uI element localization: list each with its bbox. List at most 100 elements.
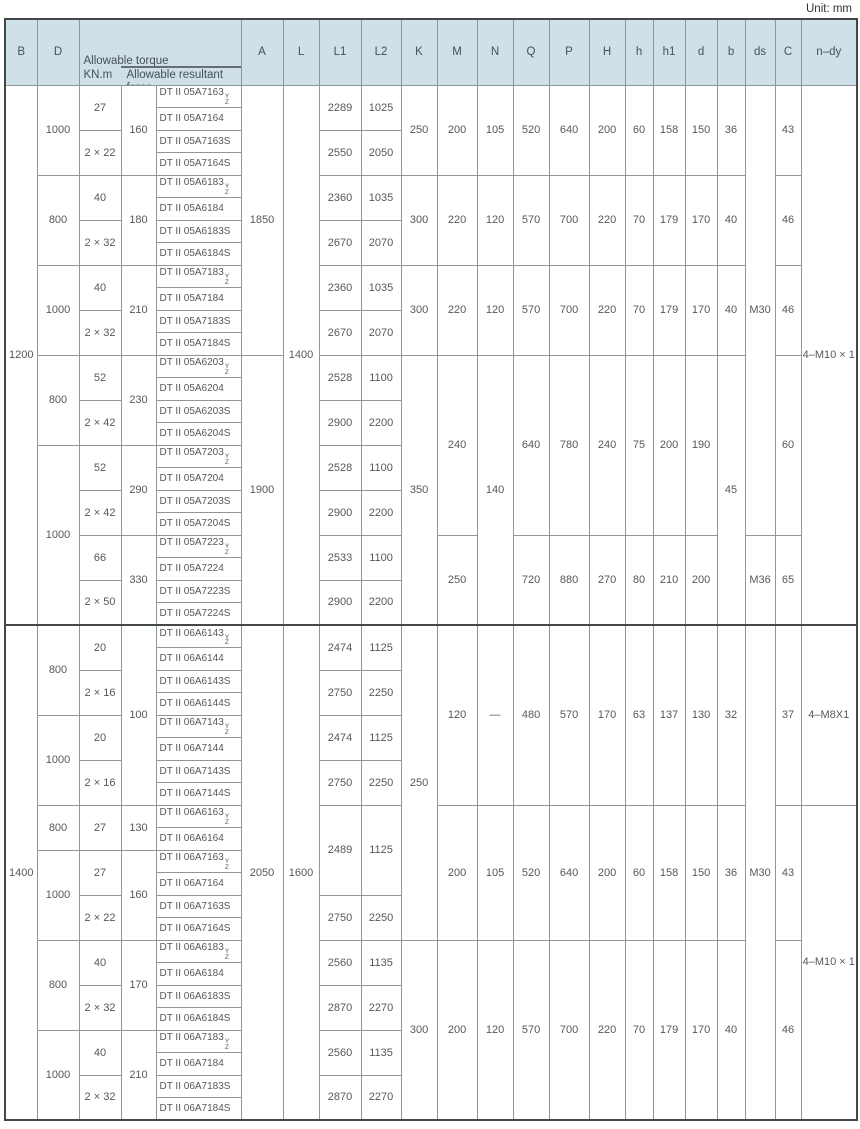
cell-ndy: 4–M8X1 (800, 624, 858, 806)
cell-TQ: 2 × 16 (78, 759, 122, 806)
cell-L1: 2560 (318, 1029, 362, 1076)
drawing-no-cell: DT II 05A7203 Y Z (155, 444, 242, 468)
cell-L1: 2289 (318, 84, 362, 131)
col-header-A: A (240, 18, 284, 86)
cell-TQ: 40 (78, 174, 122, 221)
table-row: 2 × 16 DT II 06A6143S 2750 2250 (5, 669, 857, 716)
cell-TQ: 2 × 16 (78, 669, 122, 716)
cell-C: 43 (774, 84, 802, 176)
cell-C: 43 (774, 804, 802, 941)
drawing-no-cell: DT II 06A7184 (155, 1052, 242, 1076)
cell-L1: 2670 (318, 309, 362, 356)
drawing-no-cell: DT II 06A6144 (155, 647, 242, 671)
cell-TQ: 2 × 32 (78, 219, 122, 266)
cell-L2: 1135 (360, 1029, 402, 1076)
cell-F: 130 (120, 804, 157, 851)
cell-b: 36 (716, 84, 746, 176)
drawing-no-cell: DT II 06A6164 (155, 827, 242, 851)
cell-F: 160 (120, 84, 157, 176)
cell-d: 170 (684, 174, 718, 266)
cell-F: 160 (120, 849, 157, 941)
cell-L2: 2200 (360, 579, 402, 626)
cell-d: 150 (684, 804, 718, 941)
drawing-no-cell: DT II 06A6184S (155, 1007, 242, 1031)
cell-d: 170 (684, 264, 718, 356)
cell-D: 1000 (36, 84, 80, 176)
cell-M: 220 (436, 174, 478, 266)
drawing-no-cell: DT II 05A7163 Y Z (155, 84, 242, 108)
cell-b: 40 (716, 174, 746, 266)
cell-TQ: 20 (78, 714, 122, 761)
drawing-no-cell: DT II 06A7184S (155, 1097, 242, 1121)
cell-b: 40 (716, 939, 746, 1121)
drawing-no-cell: DT II 06A7183 Y Z (155, 1029, 242, 1053)
cell-h: 60 (624, 804, 654, 941)
cell-L1: 2474 (318, 624, 362, 671)
cell-L1: 2750 (318, 669, 362, 716)
cell-M: 240 (436, 354, 478, 536)
cell-L1: 2528 (318, 354, 362, 401)
table-row: 2 × 22 DT II 05A7163S 2550 2050 (5, 129, 857, 176)
cell-h1: 158 (652, 804, 686, 941)
cell-TQ: 27 (78, 84, 122, 131)
drawing-no-cell: DT II 05A6203S (155, 399, 242, 423)
cell-A: 2050 (240, 624, 284, 1121)
table-row: 66 330 DT II 05A7223 Y Z 2533 1100 250 720 880 270… (5, 534, 857, 626)
cell-K: 250 (400, 84, 438, 176)
allowable-resultant-force-label: Allowable resultant force (126, 69, 224, 84)
spec-table-header: B D Allowable torque KN.m Allowable resu… (4, 18, 858, 86)
cell-P: 640 (548, 804, 590, 941)
cell-h1: 210 (652, 534, 686, 626)
table-row: 1000 27 160 DT II 06A7163 Y Z (5, 849, 857, 941)
cell-L1: 2489 (318, 804, 362, 896)
table-row: DT II 05A6204S (5, 422, 857, 446)
table-row: DT II 05A7164 (5, 107, 857, 131)
cell-L1: 2474 (318, 714, 362, 761)
cell-L1: 2900 (318, 399, 362, 446)
table-row: 2 × 50 DT II 05A7223S 2900 2200 (5, 579, 857, 626)
drawing-no-cell: DT II 05A7203S (155, 489, 242, 513)
cell-H: 240 (588, 354, 626, 536)
cell-P: 780 (548, 354, 590, 536)
cell-D: 800 (36, 174, 80, 266)
cell-d: 130 (684, 624, 718, 806)
cell-F: 210 (120, 264, 157, 356)
cell-TQ: 2 × 32 (78, 309, 122, 356)
cell-ds: M30 (744, 624, 776, 1121)
allowable-resultant-force-box: Allowable resultant force KN Drawing No. (120, 66, 241, 84)
cell-C: 46 (774, 264, 802, 356)
cell-b: 32 (716, 624, 746, 806)
spec-table: B D Allowable torque KN.m Allowable resu… (4, 18, 859, 1121)
cell-F: 210 (120, 1029, 157, 1121)
cell-P: 880 (548, 534, 590, 626)
cell-L2: 1125 (360, 714, 402, 761)
cell-Q: 720 (512, 534, 550, 626)
col-header-h1: h1 (652, 18, 686, 86)
cell-L2: 1100 (360, 534, 402, 581)
table-row: 2 × 42 DT II 05A6203S 2900 2200 (5, 399, 857, 446)
cell-L1: 2533 (318, 534, 362, 581)
cell-M: 200 (436, 939, 478, 1121)
col-header-torque-force-drawing: Allowable torque KN.m Allowable resultan… (78, 18, 242, 86)
cell-TQ: 2 × 32 (78, 1074, 122, 1121)
knm-label: KN.m (83, 69, 113, 82)
cell-h: 60 (624, 84, 654, 176)
cell-Q: 640 (512, 354, 550, 536)
drawing-no-cell: DT II 06A6183 Y Z (155, 939, 242, 963)
cell-Q: 520 (512, 804, 550, 941)
table-row: 800 40 180 DT II 05A6183 Y Z 2360 1035 300 220 120… (5, 174, 857, 266)
cell-L2: 2070 (360, 309, 402, 356)
cell-h1: 179 (652, 174, 686, 266)
cell-H: 220 (588, 939, 626, 1121)
cell-D: 800 (36, 354, 80, 446)
col-header-L2: L2 (360, 18, 402, 86)
cell-D: 1000 (36, 264, 80, 356)
cell-K: 300 (400, 264, 438, 356)
drawing-no-cell: DT II 05A6183 Y Z (155, 174, 242, 198)
drawing-no-cell: DT II 05A6203 Y Z (155, 354, 242, 378)
